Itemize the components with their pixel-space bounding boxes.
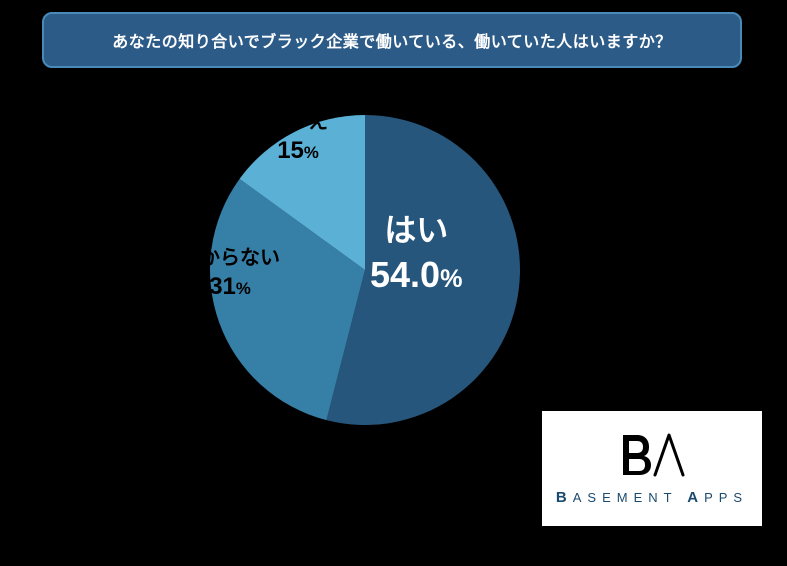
slice-name-no: いいえ bbox=[268, 109, 328, 135]
brand-logo-text: BASEMENT APPS bbox=[556, 489, 748, 506]
slice-pct-no: 15% bbox=[268, 135, 328, 166]
brand-logo-box: BASEMENT APPS bbox=[542, 411, 762, 526]
slice-pct-unknown: 31% bbox=[180, 271, 280, 302]
slice-name-yes: はい bbox=[370, 210, 462, 252]
slice-name-unknown: わからない bbox=[180, 245, 280, 271]
question-title: あなたの知り合いでブラック企業で働いている、働いていた人はいますか？ bbox=[64, 28, 720, 52]
slice-label-yes: はい 54.0% bbox=[370, 210, 462, 298]
slice-label-no: いいえ 15% bbox=[268, 109, 328, 166]
slice-label-unknown: わからない 31% bbox=[180, 245, 280, 302]
question-title-box: あなたの知り合いでブラック企業で働いている、働いていた人はいますか？ bbox=[42, 12, 742, 68]
slice-pct-yes: 54.0% bbox=[370, 252, 462, 299]
pie-chart: はい 54.0% わからない 31% いいえ 15% bbox=[210, 115, 520, 425]
brand-logo-icon bbox=[617, 431, 687, 479]
